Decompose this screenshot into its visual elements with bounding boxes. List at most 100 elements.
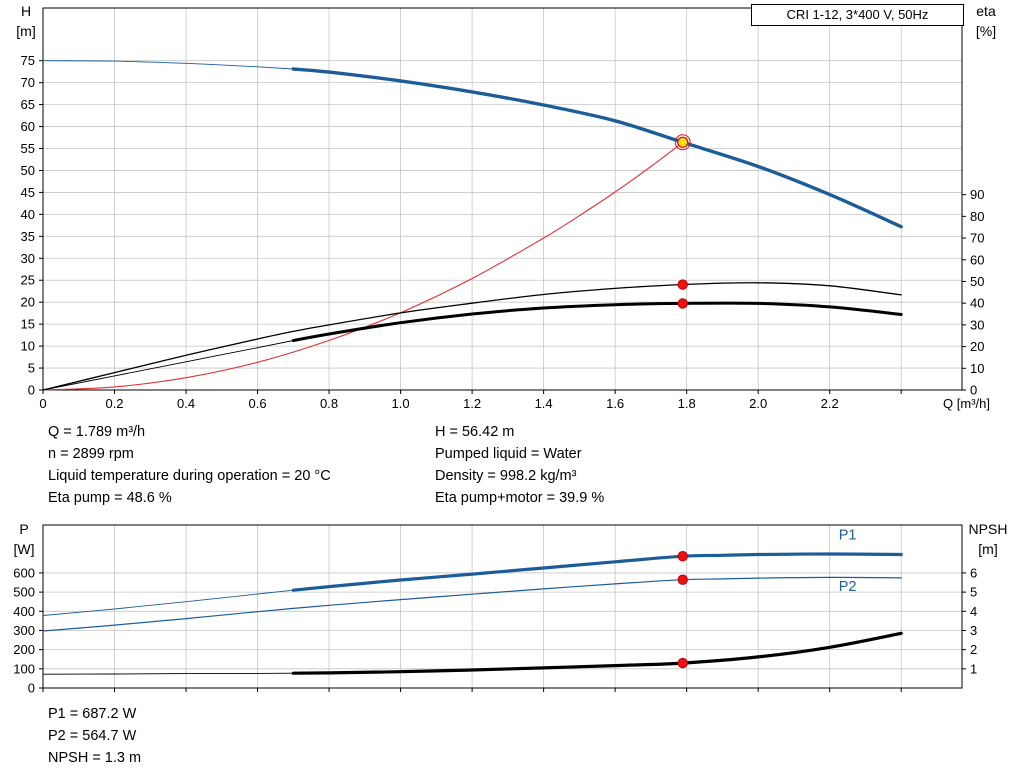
eta-pump-motor-curve — [291, 301, 903, 342]
npsh-curve — [42, 672, 294, 675]
eta-pump-curve — [42, 282, 902, 391]
info-pumped-liquid: Pumped liquid = Water — [435, 446, 582, 462]
eta-pump-point — [677, 279, 688, 290]
left-tick-label: 100 — [13, 661, 35, 676]
left-tick-label: 600 — [13, 565, 35, 580]
left-tick-label: 30 — [21, 251, 35, 266]
left-tick-label: 10 — [21, 339, 35, 354]
left-tick-label: 15 — [21, 317, 35, 332]
eta-pump-motor-curve — [42, 340, 294, 391]
left-tick-label: 400 — [13, 604, 35, 619]
system-curve — [42, 141, 684, 391]
left-tick-label: 200 — [13, 642, 35, 657]
eta-pump-motor-point — [677, 298, 688, 309]
left-axis-title: P — [19, 521, 28, 537]
npsh-curve — [291, 631, 903, 675]
x-tick-label: 1.0 — [392, 396, 410, 411]
left-axis-title: H — [21, 3, 31, 19]
right-axis-title: eta — [976, 3, 996, 19]
operating-data-right: H = 56.42 m Pumped liquid = Water Densit… — [435, 421, 604, 509]
right-tick-label: 50 — [970, 274, 984, 289]
p2-point — [677, 574, 688, 585]
x-axis-label: Q [m³/h] — [943, 396, 990, 411]
duty-point[interactable] — [677, 136, 689, 148]
head-curve — [42, 60, 294, 70]
left-tick-label: 75 — [21, 53, 35, 68]
right-tick-label: 40 — [970, 296, 984, 311]
info-speed: n = 2899 rpm — [48, 446, 134, 462]
info-flow: Q = 1.789 m³/h — [48, 424, 146, 440]
right-tick-label: 0 — [970, 383, 977, 398]
right-tick-label: 10 — [970, 361, 984, 376]
right-tick-label: 1 — [970, 661, 977, 676]
right-axis-title: [%] — [976, 23, 996, 39]
plot-frame — [42, 524, 963, 689]
x-tick-label: 2.0 — [749, 396, 767, 411]
left-tick-label: 35 — [21, 229, 35, 244]
right-tick-label: 90 — [970, 187, 984, 202]
right-tick-label: 6 — [970, 565, 977, 580]
left-tick-label: 25 — [21, 273, 35, 288]
plot-frame — [42, 7, 963, 391]
x-tick-label: 0.2 — [105, 396, 123, 411]
info-p2: P2 = 564.7 W — [48, 728, 137, 744]
right-tick-label: 30 — [970, 317, 984, 332]
duty-point-ring — [674, 134, 691, 151]
left-axis-title: [m] — [16, 23, 35, 39]
info-p1: P1 = 687.2 W — [48, 706, 137, 722]
left-tick-label: 5 — [28, 361, 35, 376]
x-tick-label: 1.4 — [535, 396, 553, 411]
info-density: Density = 998.2 kg/m³ — [435, 468, 577, 484]
right-tick-label: 2 — [970, 642, 977, 657]
info-npsh: NPSH = 1.3 m — [48, 750, 142, 766]
left-tick-label: 0 — [28, 681, 35, 696]
x-tick-label: 1.2 — [463, 396, 481, 411]
right-tick-label: 60 — [970, 252, 984, 267]
x-tick-label: 0.4 — [177, 396, 195, 411]
left-tick-label: 55 — [21, 141, 35, 156]
info-liquid-temp: Liquid temperature during operation = 20… — [48, 468, 331, 484]
right-axis-title: [m] — [978, 541, 997, 557]
left-tick-label: 300 — [13, 623, 35, 638]
p2-curve — [42, 576, 902, 632]
left-axis-title: [W] — [14, 541, 35, 557]
left-tick-label: 0 — [28, 383, 35, 398]
right-tick-label: 3 — [970, 623, 977, 638]
x-tick-label: 1.8 — [678, 396, 696, 411]
right-tick-label: 70 — [970, 231, 984, 246]
curve-label-p1: P1 — [839, 527, 857, 543]
right-tick-label: 4 — [970, 604, 977, 619]
info-eta-pump: Eta pump = 48.6 % — [48, 490, 172, 506]
x-tick-label: 0.6 — [249, 396, 267, 411]
p1-curve — [291, 552, 903, 592]
npsh-point — [677, 657, 688, 669]
operating-data-left: Q = 1.789 m³/h n = 2899 rpm Liquid tempe… — [48, 421, 331, 509]
pump-title-box: CRI 1-12, 3*400 V, 50Hz — [751, 4, 964, 26]
power-data-block: P1 = 687.2 W P2 = 564.7 W NPSH = 1.3 m — [48, 703, 141, 769]
qh-eta-chart: 0 0.2 0.4 0.6 0.8 1.0 1.2 1.4 1.6 1.8 2.0 2.2 0 5 10 15… — [16, 3, 996, 411]
right-axis-title: NPSH — [969, 521, 1008, 537]
p1-curve — [42, 589, 294, 616]
right-tick-label: 5 — [970, 585, 977, 600]
left-tick-label: 500 — [13, 585, 35, 600]
info-head: H = 56.42 m — [435, 424, 515, 440]
head-curve — [291, 67, 903, 229]
x-tick-label: 0.8 — [320, 396, 338, 411]
left-tick-label: 50 — [21, 163, 35, 178]
p1-point — [677, 551, 688, 562]
left-tick-label: 40 — [21, 207, 35, 222]
right-tick-label: 80 — [970, 209, 984, 224]
curve-label-p2: P2 — [839, 579, 857, 595]
left-tick-label: 60 — [21, 119, 35, 134]
left-tick-label: 45 — [21, 185, 35, 200]
info-eta-pump-motor: Eta pump+motor = 39.9 % — [435, 490, 605, 506]
right-tick-label: 20 — [970, 339, 984, 354]
power-npsh-chart: 0 100 200 300 400 500 600 1 2 3 4 5 6 P1 P2 P [W] NPSH [m] — [13, 521, 1008, 696]
x-tick-label: 0 — [39, 396, 46, 411]
x-tick-label: 2.2 — [821, 396, 839, 411]
x-tick-label: 1.6 — [606, 396, 624, 411]
left-tick-label: 70 — [21, 75, 35, 90]
left-tick-label: 65 — [21, 97, 35, 112]
left-tick-label: 20 — [21, 295, 35, 310]
